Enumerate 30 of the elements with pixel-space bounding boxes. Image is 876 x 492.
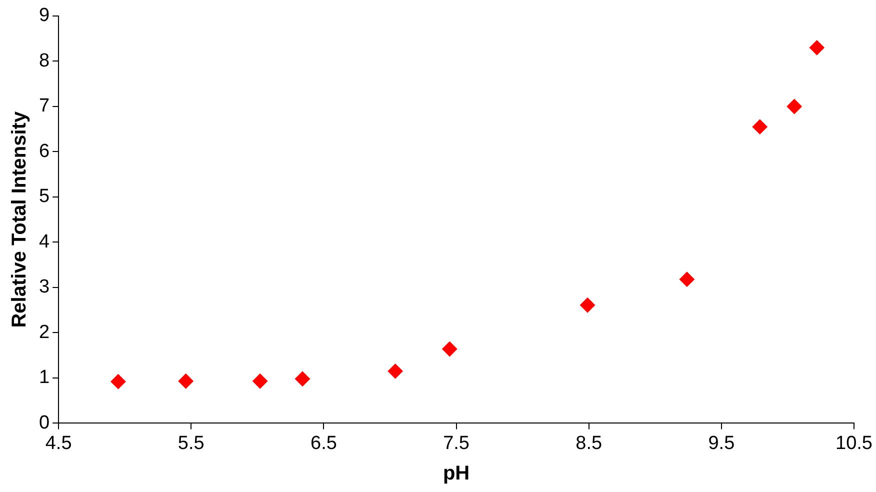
point — [580, 298, 596, 313]
y-tick-label: 9 — [38, 5, 50, 26]
point — [178, 374, 194, 389]
x-tick-label: 7.5 — [443, 432, 470, 454]
point — [252, 374, 268, 389]
x-tick-label: 9.5 — [708, 432, 735, 454]
y-axis-title: Relative Total Intensity — [8, 110, 31, 328]
x-tick-label: 8.5 — [576, 432, 602, 454]
point — [679, 272, 694, 287]
point — [809, 40, 824, 56]
y-tick-label: 2 — [38, 322, 50, 343]
y-tick-label: 5 — [38, 186, 50, 208]
y-tick-label: 0 — [38, 412, 50, 434]
point — [110, 374, 126, 390]
x-tick-label: 6.5 — [310, 432, 337, 454]
x-tick-label: 5.5 — [178, 432, 204, 454]
x-axis-title: pH — [442, 462, 470, 485]
y-tick-label: 3 — [38, 276, 50, 298]
point — [442, 342, 458, 356]
point — [388, 364, 403, 379]
y-tick-label: 4 — [38, 231, 50, 252]
point — [295, 371, 310, 386]
y-tick-label: 1 — [38, 367, 50, 388]
y-tick-label: 8 — [38, 50, 50, 72]
point — [752, 119, 768, 134]
y-tick-label: 7 — [38, 96, 50, 117]
y-tick-label: 6 — [38, 140, 50, 162]
point — [786, 98, 802, 114]
x-tick-label: 4.5 — [45, 432, 72, 454]
x-tick-label: 10.5 — [836, 432, 872, 454]
